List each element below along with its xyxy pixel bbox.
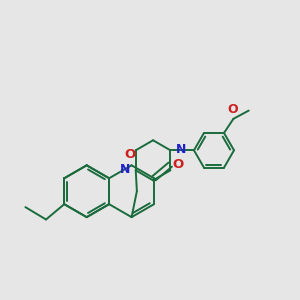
Text: O: O	[125, 148, 136, 161]
Text: O: O	[172, 158, 184, 171]
Text: O: O	[227, 103, 238, 116]
Text: N: N	[120, 163, 131, 176]
Text: N: N	[176, 143, 186, 156]
